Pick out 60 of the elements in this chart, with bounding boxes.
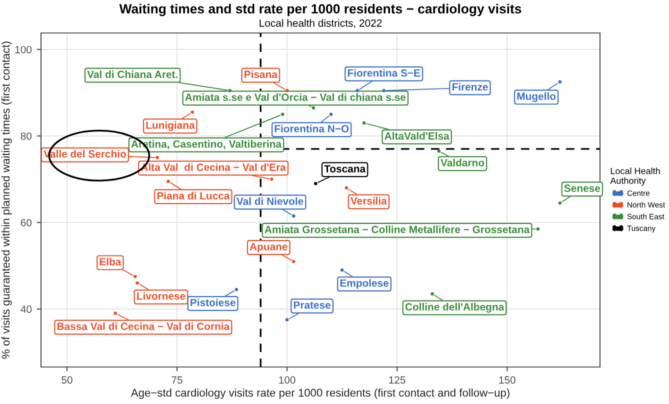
point bbox=[292, 214, 296, 218]
annotation: Livornese bbox=[137, 292, 186, 300]
chart-title: Waiting times and std rate per 1000 residents − cardiology visits bbox=[119, 4, 522, 16]
annotation: Elba bbox=[100, 258, 122, 266]
annotation: Fiorentina S−E bbox=[348, 69, 420, 77]
annotation: Firenze bbox=[452, 82, 488, 91]
annotation: Senese bbox=[564, 184, 600, 192]
point bbox=[312, 106, 316, 110]
annotation: Pistoiese bbox=[190, 298, 236, 306]
annotation: Fiorentina N−O bbox=[274, 124, 349, 132]
annotation: Versilia bbox=[350, 196, 388, 205]
point bbox=[156, 156, 159, 160]
point bbox=[382, 88, 386, 92]
annotation: Lunigiana bbox=[146, 121, 195, 131]
annotation: Amiata s.se e Val d'Orcia − Val di chiana s.se bbox=[185, 93, 406, 101]
point bbox=[228, 88, 232, 92]
annotation: Apuane bbox=[250, 243, 288, 252]
annotation: Empolese bbox=[340, 279, 389, 289]
annotation: Bassa Val di Cecina − Val di Cornia bbox=[57, 322, 230, 330]
point bbox=[270, 178, 274, 181]
annotation: Pisana bbox=[244, 70, 278, 78]
point bbox=[329, 112, 333, 116]
legend-title: Local Health Authority bbox=[610, 168, 660, 186]
y-tick-label: 60 bbox=[20, 219, 32, 226]
point bbox=[166, 180, 170, 184]
point bbox=[285, 318, 289, 322]
y-axis-title: % of visits guaranteed within planned waiting times (first contact) bbox=[1, 42, 12, 359]
point bbox=[234, 288, 238, 292]
point bbox=[190, 110, 194, 114]
point bbox=[292, 260, 296, 264]
point bbox=[430, 292, 434, 296]
point bbox=[136, 281, 140, 285]
annotation: Piana di Lucca bbox=[157, 192, 230, 200]
chart-subtitle: Local health districts, 2022 bbox=[260, 19, 382, 28]
annotation: Colline dell'Albegna bbox=[405, 302, 504, 313]
point bbox=[344, 186, 348, 190]
x-tick-label: 125 bbox=[389, 376, 406, 384]
point bbox=[558, 80, 562, 84]
annotation: Pratese bbox=[294, 301, 331, 309]
annotation: Val di Chiana Aret. bbox=[87, 70, 178, 78]
x-tick-label: 50 bbox=[62, 376, 72, 384]
x-tick-label: 150 bbox=[499, 376, 516, 384]
point bbox=[114, 312, 118, 316]
point bbox=[133, 274, 137, 278]
point bbox=[280, 112, 284, 116]
annotation: Mugello bbox=[517, 92, 556, 102]
y-tick-label: 100 bbox=[15, 46, 32, 54]
point bbox=[437, 149, 441, 153]
point bbox=[314, 182, 318, 186]
annotation: Val di Nievole bbox=[236, 197, 304, 205]
annotation: Valdarno bbox=[440, 158, 484, 166]
point bbox=[340, 268, 344, 272]
x-tick-label: 100 bbox=[279, 376, 296, 384]
annotation: AltaVald'Elsa bbox=[384, 132, 450, 140]
x-tick-label: 75 bbox=[172, 376, 182, 384]
y-tick-label: 40 bbox=[20, 306, 32, 313]
x-axis-title: Age−std cardiology visits rate per 1000 residents (first contact and follow−up) bbox=[130, 388, 510, 399]
annotation: Amiata Grossetana − Colline Metallifere − Grossetana bbox=[264, 226, 530, 234]
annotation: Toscana bbox=[324, 165, 366, 172]
y-tick-label: 80 bbox=[20, 132, 32, 140]
